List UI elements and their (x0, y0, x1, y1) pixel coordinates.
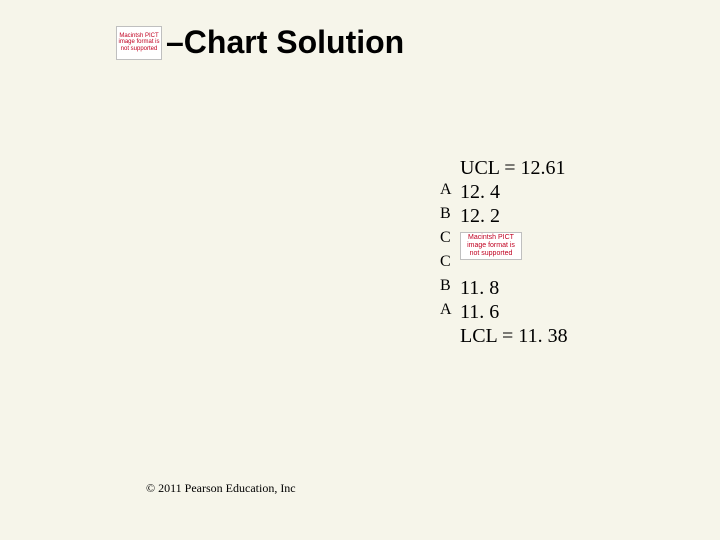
value-line: 12. 2 (460, 204, 568, 228)
pict-placeholder-icon: Macintsh PICT image format is not suppor… (116, 26, 162, 60)
zone-label: B (440, 274, 452, 298)
value-line: 12. 4 (460, 180, 568, 204)
title-row: Macintsh PICT image format is not suppor… (116, 24, 404, 61)
zone-label: B (440, 202, 452, 226)
page-title: –Chart Solution (166, 24, 404, 61)
pict-placeholder-text: Macintsh PICT image format is not suppor… (462, 234, 520, 257)
zone-label: A (440, 298, 452, 322)
zone-label: A (440, 178, 452, 202)
ucl-label: UCL = 12.61 (460, 156, 568, 180)
center-placeholder: Macintsh PICT image format is not suppor… (460, 232, 522, 260)
zone-label: C (440, 250, 452, 274)
zone-labels-column: A B C C B A (440, 178, 452, 322)
value-line: 11. 8 (460, 276, 568, 300)
zone-label: C (440, 226, 452, 250)
lcl-label: LCL = 11. 38 (460, 324, 568, 348)
pict-placeholder-text: Macintsh PICT image format is not suppor… (118, 33, 160, 53)
copyright-text: © 2011 Pearson Education, Inc (146, 481, 296, 496)
pict-placeholder-icon: Macintsh PICT image format is not suppor… (460, 232, 522, 260)
value-line: 11. 6 (460, 300, 568, 324)
